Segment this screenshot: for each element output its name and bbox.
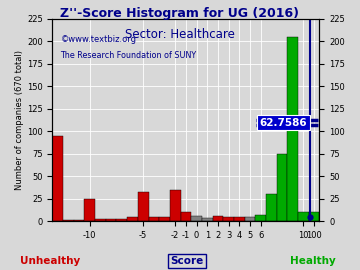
Bar [84,199,95,221]
Bar [170,190,181,221]
Bar [52,136,63,221]
Bar [255,215,266,221]
Text: 62.7586: 62.7586 [259,118,307,128]
Bar [74,220,84,221]
Bar [202,218,213,221]
Bar [277,154,287,221]
Text: The Research Foundation of SUNY: The Research Foundation of SUNY [60,51,197,60]
Bar [191,216,202,221]
Bar [127,217,138,221]
Bar [159,217,170,221]
Bar [223,217,234,221]
Bar [234,217,245,221]
Bar [245,217,255,221]
Bar [106,219,117,221]
Bar [138,192,149,221]
Bar [287,36,298,221]
Y-axis label: Number of companies (670 total): Number of companies (670 total) [15,50,24,190]
Bar [298,212,309,221]
Text: Unhealthy: Unhealthy [20,256,81,266]
Bar [95,219,106,221]
Bar [117,219,127,221]
Bar [149,217,159,221]
Bar [213,216,223,221]
Bar [63,220,74,221]
Text: Sector: Healthcare: Sector: Healthcare [125,28,235,41]
Text: Healthy: Healthy [290,256,336,266]
Bar [266,194,277,221]
Bar [181,212,191,221]
Text: Z''-Score Histogram for UG (2016): Z''-Score Histogram for UG (2016) [60,7,300,20]
Text: Score: Score [171,256,204,266]
Bar [309,212,319,221]
Text: ©www.textbiz.org: ©www.textbiz.org [60,35,136,44]
